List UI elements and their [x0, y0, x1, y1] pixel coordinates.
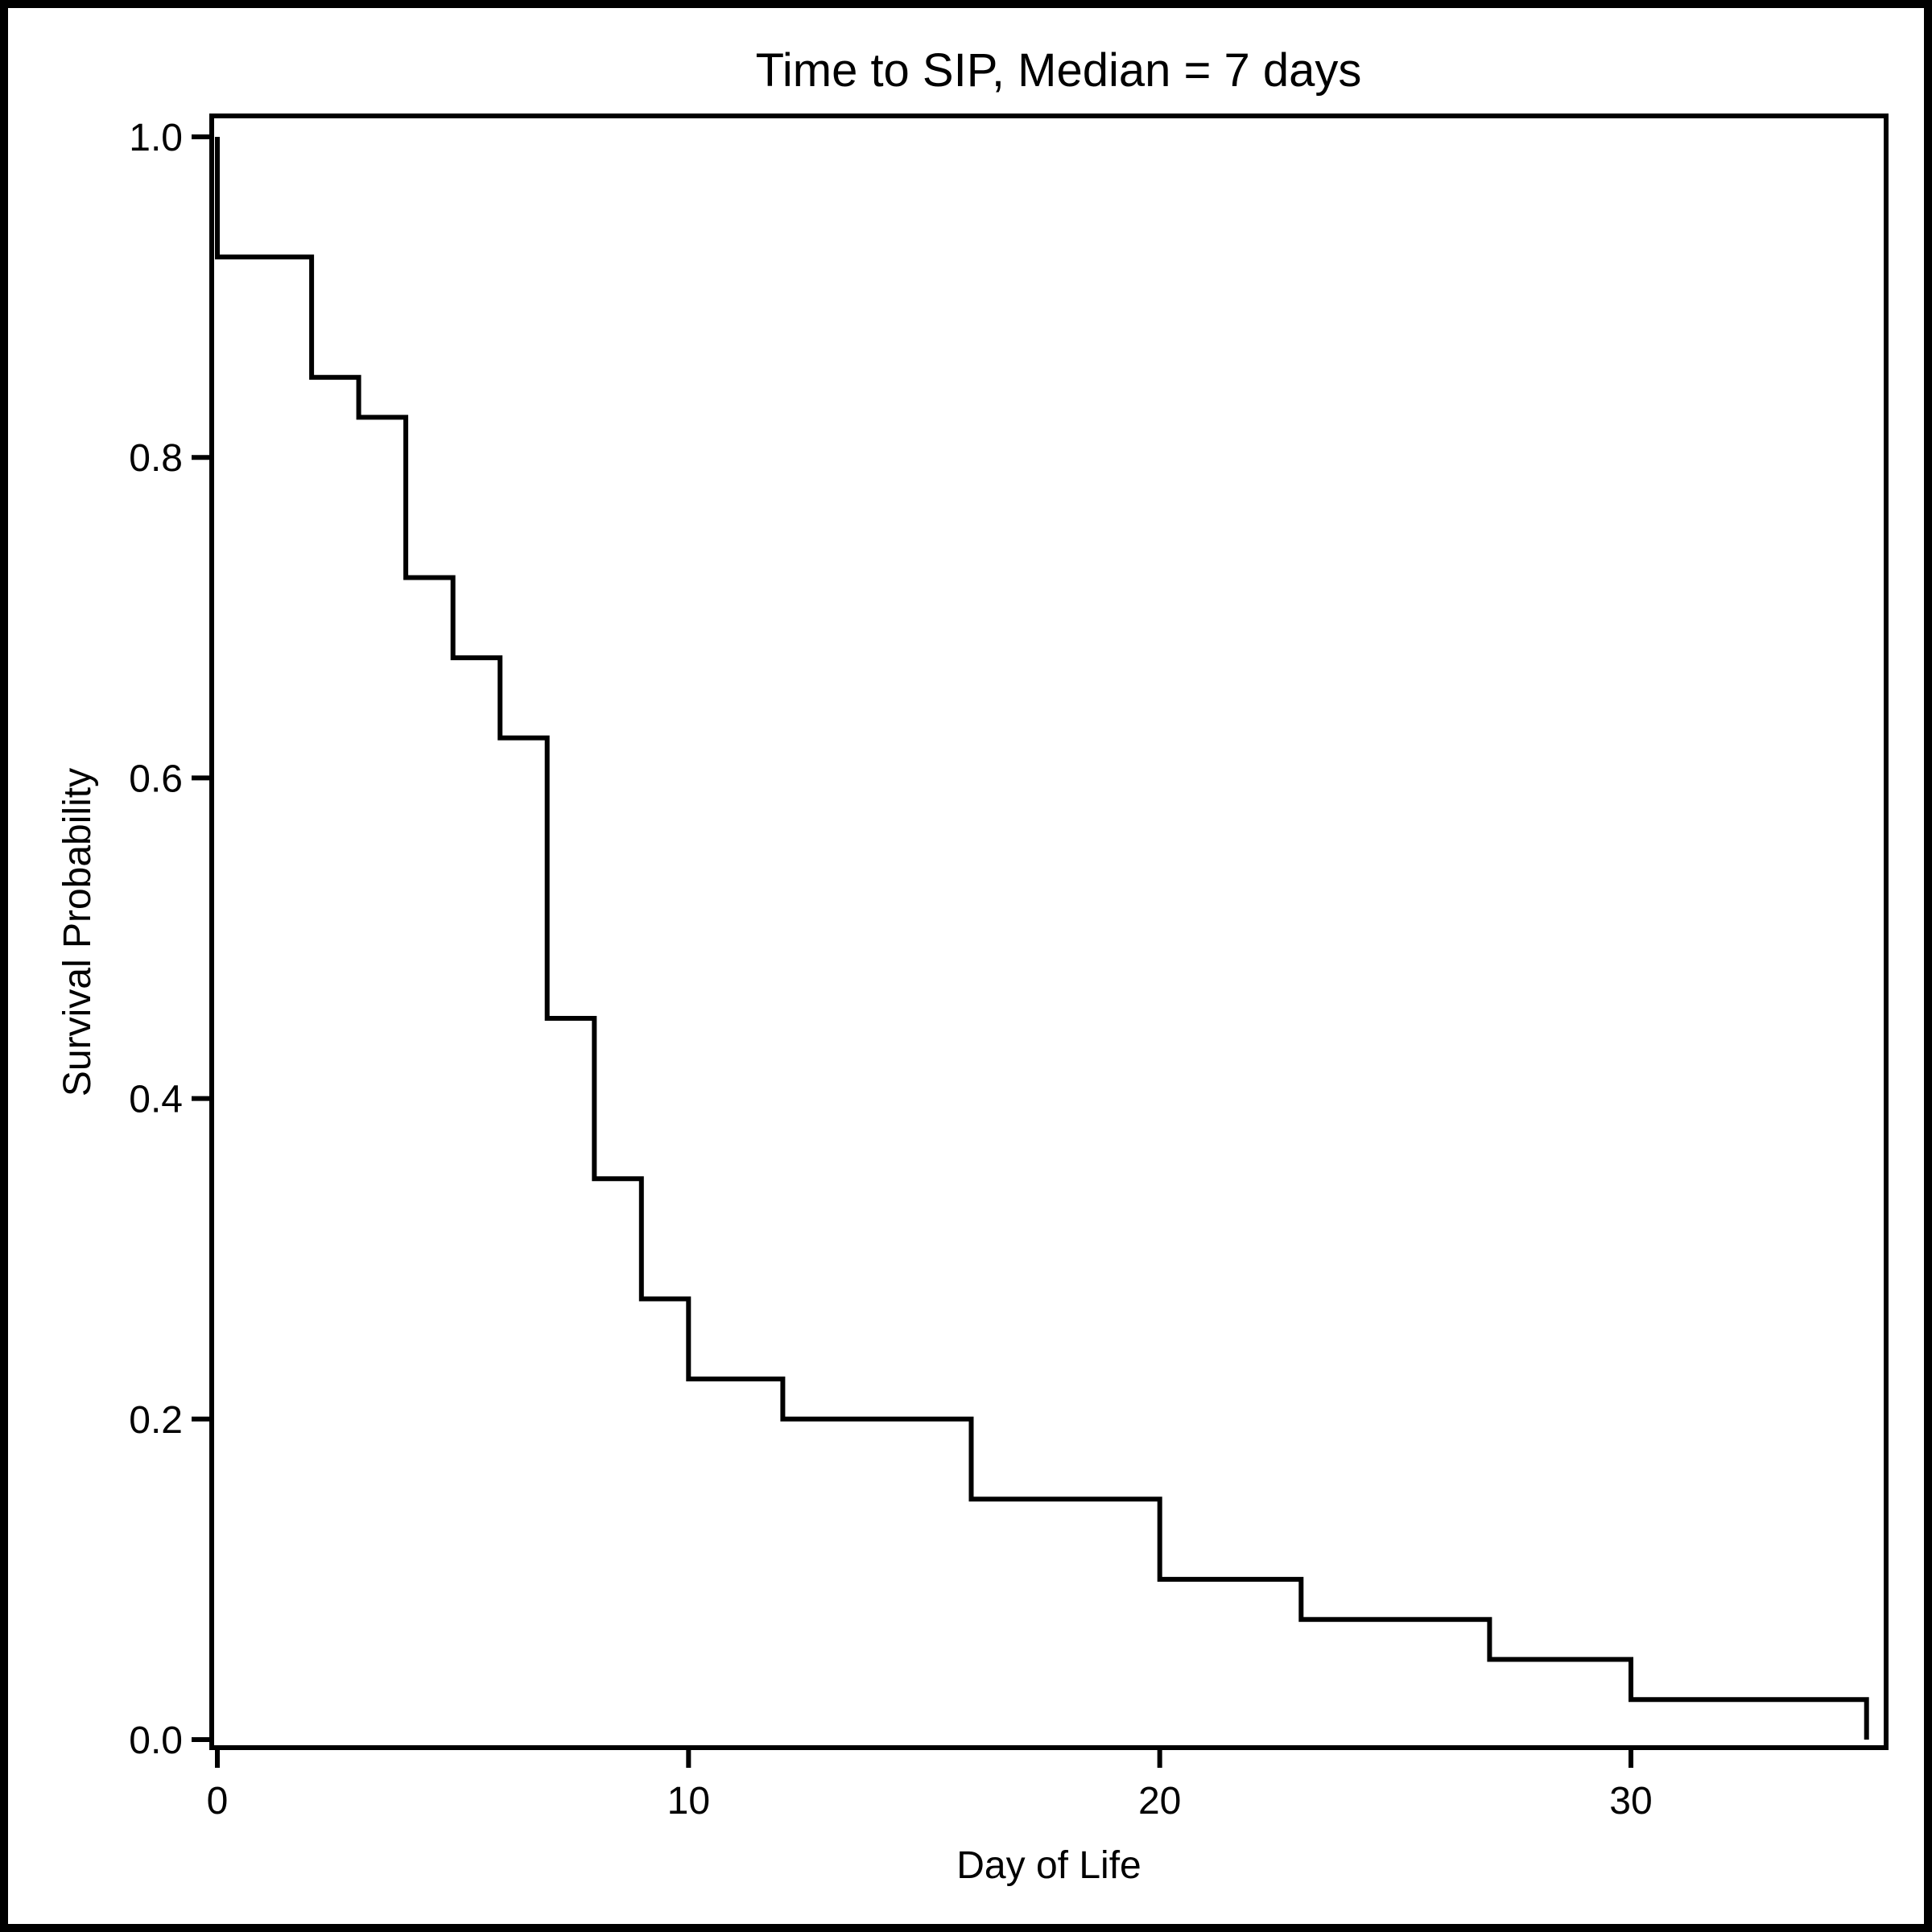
y-tick-label: 0.8: [129, 437, 183, 480]
y-tick-label: 0.0: [129, 1719, 183, 1762]
y-axis-label: Survival Probability: [56, 768, 99, 1096]
x-tick-label: 10: [667, 1780, 710, 1823]
x-tick-label: 0: [207, 1780, 229, 1823]
x-axis-label: Day of Life: [956, 1844, 1141, 1887]
y-axis-ticks: 1.0 0.8 0.6 0.4 0.2 0.0: [129, 117, 212, 1762]
y-tick-label: 0.2: [129, 1399, 183, 1442]
y-tick-label: 0.4: [129, 1079, 183, 1121]
plot-frame: [209, 114, 1889, 1750]
x-tick-label: 20: [1138, 1780, 1181, 1823]
x-tick-label: 30: [1609, 1780, 1652, 1823]
chart-title: Time to SIP, Median = 7 days: [756, 44, 1362, 97]
x-axis-ticks: 0 10 20 30: [207, 1748, 1653, 1823]
y-tick-label: 1.0: [129, 117, 183, 159]
y-tick-label: 0.6: [129, 758, 183, 800]
survival-step-curve: [215, 137, 1869, 1740]
